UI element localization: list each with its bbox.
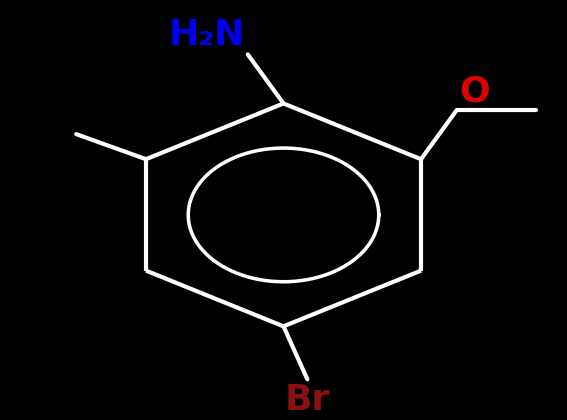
- Text: O: O: [459, 74, 490, 108]
- Text: Br: Br: [285, 383, 330, 417]
- Text: H₂N: H₂N: [168, 18, 245, 52]
